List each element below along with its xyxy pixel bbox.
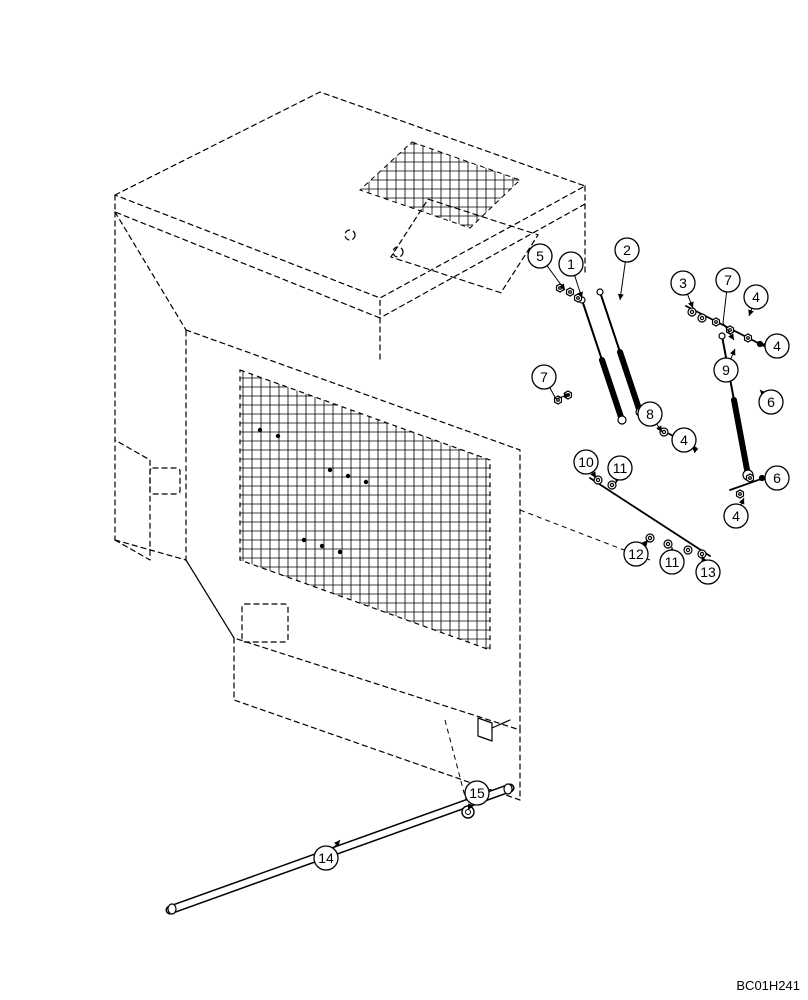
callout-label: 4 [773,338,781,354]
callout-label: 15 [469,785,485,801]
hardware-washer [660,428,668,436]
hardware-nut [745,334,752,342]
callout-label: 10 [578,454,594,470]
hardware-nut [575,294,582,302]
strut-left-1 [579,297,626,424]
callout-label: 3 [679,275,687,291]
callout-label: 6 [767,394,775,410]
callout-12: 12 [624,540,648,566]
callout-label: 7 [724,272,732,288]
hardware-nut [713,318,720,326]
callout-13: 13 [696,556,720,584]
hardware-ring [608,481,616,489]
callout-11: 11 [608,456,632,483]
hardware-washer [688,308,696,316]
lower-bar [168,784,512,914]
callout-4: 4 [762,334,789,358]
hardware-bolt-end [758,342,763,347]
callout-4: 4 [724,498,748,528]
callout-label: 13 [700,564,716,580]
hardware-nut [747,474,754,482]
callout-label: 4 [752,289,760,305]
hardware-nut [567,288,574,296]
hardware-nut [557,284,564,292]
callout-label: 1 [567,256,575,272]
hardware-ring [664,540,672,548]
strut-right [719,333,753,480]
document-id: BC01H241 [736,978,800,993]
callout-label: 11 [665,554,680,570]
callout-label: 5 [536,248,544,264]
callout-14: 14 [314,840,340,870]
callout-6: 6 [762,466,789,490]
callout-label: 9 [722,362,730,378]
callout-10: 10 [574,450,598,478]
callout-label: 11 [613,460,628,476]
callout-label: 6 [773,470,781,486]
callout-label: 2 [623,242,631,258]
hardware-nut [737,490,744,498]
diagram-page: 5123744978466101141211131415 BC01H241 [0,0,808,1000]
callout-label: 14 [318,850,334,866]
callout-8: 8 [638,402,662,432]
front-mesh [240,370,490,650]
callout-2: 2 [615,238,639,300]
callout-11: 11 [660,547,684,574]
callout-label: 4 [680,432,688,448]
strut-left-2 [597,289,644,416]
hardware-ring [684,546,692,554]
callout-4: 4 [672,428,696,452]
callout-label: 8 [646,406,654,422]
callout-4: 4 [744,285,768,316]
diagram-svg: 5123744978466101141211131415 BC01H241 [0,0,808,1000]
callout-label: 7 [540,369,548,385]
callout-6: 6 [759,390,783,414]
callout-3: 3 [671,271,695,308]
callout-label: 12 [628,546,644,562]
callout-label: 4 [732,508,740,524]
hardware-washer [698,314,706,322]
